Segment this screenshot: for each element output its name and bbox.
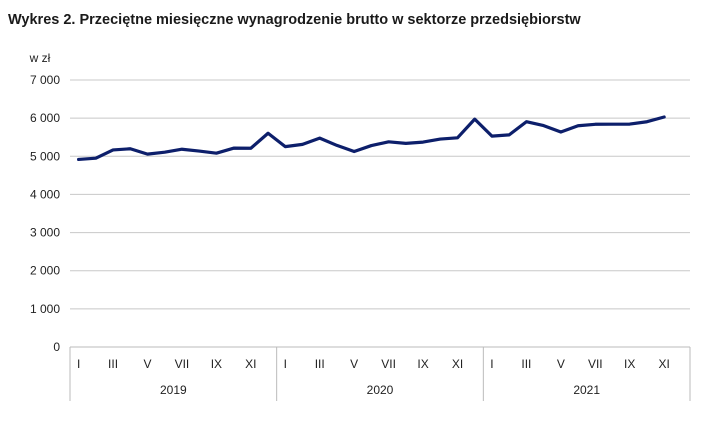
y-tick-label: 1 000 bbox=[30, 302, 60, 316]
year-label: 2019 bbox=[160, 383, 187, 397]
y-tick-label: 6 000 bbox=[30, 111, 60, 125]
y-tick-label: 0 bbox=[53, 340, 60, 354]
month-label: III bbox=[108, 357, 118, 371]
month-label: XI bbox=[245, 357, 256, 371]
month-label: VII bbox=[381, 357, 396, 371]
month-label: I bbox=[77, 357, 80, 371]
y-tick-label: 3 000 bbox=[30, 226, 60, 240]
year-label: 2021 bbox=[573, 383, 600, 397]
y-tick-label: 4 000 bbox=[30, 187, 60, 201]
month-label: VII bbox=[588, 357, 603, 371]
month-label: XI bbox=[658, 357, 669, 371]
series-line bbox=[77, 115, 666, 162]
month-label: I bbox=[490, 357, 493, 371]
y-tick-label: 5 000 bbox=[30, 149, 60, 163]
month-label: VII bbox=[175, 357, 190, 371]
month-label: I bbox=[284, 357, 287, 371]
year-label: 2020 bbox=[367, 383, 394, 397]
y-axis-label: w zł bbox=[29, 51, 51, 65]
month-label: XI bbox=[452, 357, 463, 371]
month-label: V bbox=[143, 357, 151, 371]
month-label: IX bbox=[211, 357, 222, 371]
month-label: IX bbox=[624, 357, 635, 371]
y-tick-label: 7 000 bbox=[30, 73, 60, 87]
chart-title: Wykres 2. Przeciętne miesięczne wynagrod… bbox=[8, 12, 581, 28]
month-label: V bbox=[557, 357, 565, 371]
month-label: III bbox=[521, 357, 531, 371]
month-label: V bbox=[350, 357, 358, 371]
month-label: IX bbox=[417, 357, 428, 371]
month-label: III bbox=[315, 357, 325, 371]
y-tick-label: 2 000 bbox=[30, 264, 60, 278]
